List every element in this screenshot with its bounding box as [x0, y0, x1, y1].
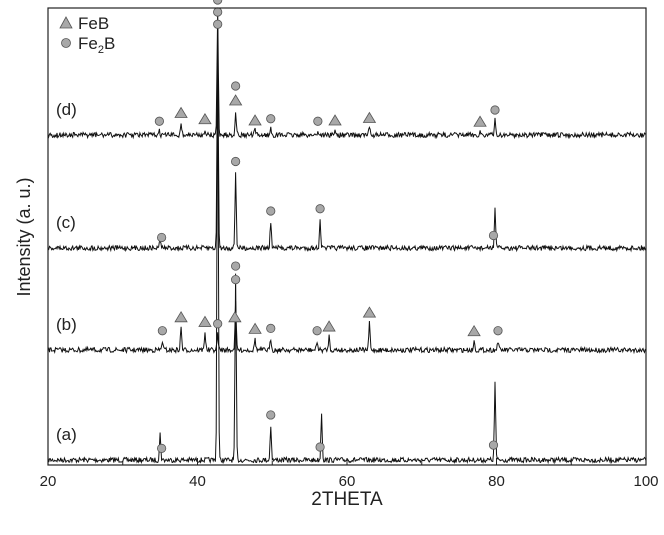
pattern-label: (a) [56, 425, 77, 444]
y-axis-label: Intensity (a. u.) [14, 177, 34, 296]
feb-marker [467, 324, 481, 337]
feb-marker [322, 320, 336, 332]
fe2b-marker [490, 105, 500, 115]
fe2b-marker [231, 274, 241, 285]
feb-marker [174, 106, 188, 118]
fe2b-marker [313, 116, 323, 126]
x-tick-label: 60 [339, 473, 356, 490]
fe2b-marker [231, 156, 241, 167]
fe2b-marker [157, 326, 167, 336]
fe2b-marker [312, 326, 322, 336]
fe2b-marker [213, 0, 223, 5]
legend-label: Fe2B [78, 34, 115, 56]
x-tick-label: 40 [189, 473, 206, 490]
fe2b-marker [266, 206, 276, 216]
feb-marker [198, 112, 212, 125]
fe2b-marker [488, 230, 499, 241]
feb-marker [473, 115, 487, 127]
pattern-labels: (a) (b) (c) (d) [56, 100, 77, 444]
legend-label: FeB [78, 14, 109, 33]
feb-marker [228, 311, 242, 323]
x-tick-label: 20 [40, 473, 57, 490]
phase-markers [154, 0, 503, 453]
trace-3 [47, 8, 647, 140]
x-tick-label: 80 [488, 473, 505, 490]
fe2b-marker [154, 116, 164, 126]
feb-marker [248, 114, 262, 126]
trace-0 [47, 23, 647, 465]
fe2b-marker [213, 7, 223, 17]
fe2b-marker [213, 319, 223, 329]
fe2b-marker [488, 440, 499, 450]
trace-1 [47, 301, 646, 355]
fe2b-marker [266, 323, 276, 333]
plot-frame [47, 7, 647, 466]
trace-2 [47, 35, 647, 253]
fe2b-marker [266, 410, 276, 420]
fe2b-marker [493, 326, 503, 336]
fe2b-marker [231, 261, 241, 271]
feb-marker [198, 315, 212, 327]
fe2b-marker [157, 443, 167, 453]
pattern-label: (b) [56, 315, 77, 334]
feb-marker [328, 114, 342, 126]
feb-marker [228, 94, 243, 106]
fe2b-marker [157, 232, 167, 243]
feb-marker [362, 306, 377, 318]
fe2b-marker [231, 81, 241, 91]
legend-triangle-icon [59, 16, 73, 29]
pattern-label: (d) [56, 100, 77, 119]
feb-marker [362, 111, 377, 123]
fe2b-marker [315, 204, 325, 214]
fe2b-marker [266, 114, 276, 124]
fe2b-marker [213, 19, 223, 29]
feb-marker [174, 311, 188, 323]
pattern-label: (c) [56, 213, 76, 232]
x-axis-label: 2THETA [311, 489, 383, 510]
legend-circle-icon [61, 38, 71, 48]
pattern-traces [47, 8, 647, 465]
x-tick-label: 100 [633, 473, 658, 490]
x-axis-ticks: 20 40 60 80 100 [40, 458, 659, 490]
feb-marker [248, 322, 262, 334]
fe2b-marker [315, 442, 325, 452]
